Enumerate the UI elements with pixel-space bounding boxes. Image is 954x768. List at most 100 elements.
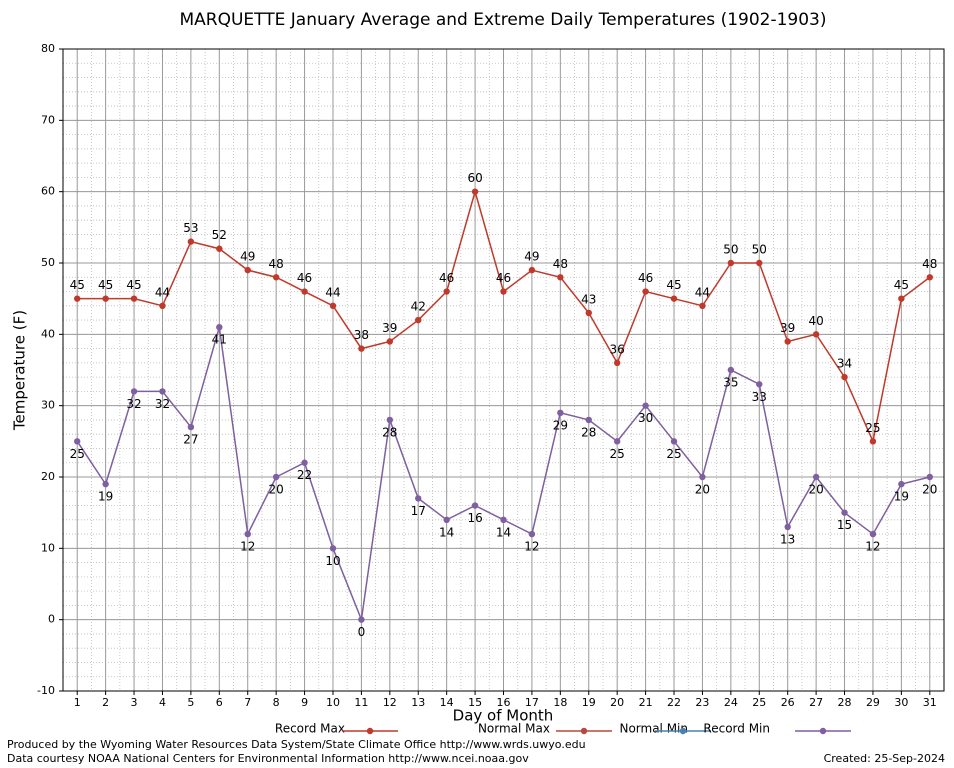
data-label: 49 <box>524 250 539 264</box>
x-tick-label: 21 <box>639 696 653 709</box>
data-label: 28 <box>382 425 397 439</box>
data-label: 0 <box>358 625 366 639</box>
x-tick-label: 18 <box>553 696 567 709</box>
data-label: 32 <box>126 397 141 411</box>
x-tick-label: 23 <box>695 696 709 709</box>
footer: Produced by the Wyoming Water Resources … <box>7 738 586 751</box>
legend-swatch <box>819 727 827 735</box>
point <box>727 366 735 374</box>
data-label: 38 <box>354 328 369 342</box>
data-label: 22 <box>297 468 312 482</box>
data-label: 14 <box>496 525 511 539</box>
x-tick-label: 2 <box>102 696 109 709</box>
data-label: 45 <box>126 278 141 292</box>
point <box>699 473 706 481</box>
point <box>699 302 706 309</box>
point <box>244 266 251 274</box>
data-label: 46 <box>496 271 511 285</box>
point <box>358 345 365 352</box>
x-tick-label: 16 <box>497 696 511 709</box>
x-tick-label: 29 <box>866 696 880 709</box>
x-tick-label: 27 <box>809 696 823 709</box>
data-label: 45 <box>98 278 113 292</box>
data-label: 50 <box>752 243 767 257</box>
point <box>585 416 592 424</box>
point <box>784 523 791 531</box>
x-tick-label: 22 <box>667 696 681 709</box>
data-label: 10 <box>325 554 340 568</box>
point <box>74 295 81 302</box>
point <box>812 473 820 481</box>
point <box>216 324 223 331</box>
data-label: 25 <box>610 447 625 461</box>
x-tick-label: 1 <box>74 696 81 709</box>
footer: Data courtesy NOAA National Centers for … <box>7 752 529 765</box>
point <box>102 480 109 488</box>
data-label: 17 <box>411 504 426 518</box>
point <box>528 530 536 538</box>
data-label: 34 <box>837 357 852 371</box>
data-label: 49 <box>240 250 255 264</box>
data-label: 14 <box>439 525 454 539</box>
point <box>613 359 621 367</box>
point <box>557 409 564 416</box>
data-label: 48 <box>553 257 568 271</box>
point <box>272 473 280 481</box>
point <box>358 616 365 623</box>
data-label: 19 <box>894 490 909 504</box>
data-label: 15 <box>837 518 852 532</box>
point <box>216 245 223 252</box>
data-label: 13 <box>780 532 795 546</box>
x-axis-label: Day of Month <box>453 707 554 725</box>
legend-swatch <box>366 727 374 735</box>
x-tick-label: 11 <box>354 696 368 709</box>
point <box>102 295 109 302</box>
data-label: 44 <box>695 285 710 299</box>
y-tick-label: 50 <box>41 256 55 269</box>
data-label: 48 <box>269 257 284 271</box>
point <box>329 545 337 552</box>
x-tick-label: 6 <box>216 696 223 709</box>
point <box>642 288 649 295</box>
legend-label: Record Min <box>703 722 770 736</box>
data-label: 45 <box>894 278 909 292</box>
point <box>869 438 877 445</box>
point <box>329 302 337 309</box>
point <box>130 388 138 395</box>
data-label: 35 <box>723 376 738 390</box>
data-label: 28 <box>581 425 596 439</box>
data-label: 30 <box>638 411 653 425</box>
point <box>386 338 394 345</box>
point <box>756 259 763 267</box>
point <box>443 288 450 295</box>
x-tick-label: 20 <box>610 696 624 709</box>
point <box>670 438 678 445</box>
point <box>415 495 422 502</box>
point <box>187 238 195 245</box>
data-label: 20 <box>808 483 823 497</box>
data-label: 12 <box>524 540 539 554</box>
data-label: 48 <box>922 257 937 271</box>
x-tick-label: 5 <box>187 696 194 709</box>
y-tick-label: 10 <box>41 541 55 554</box>
point <box>500 288 507 295</box>
point <box>670 295 678 302</box>
point <box>869 530 877 538</box>
point <box>130 295 138 302</box>
y-tick-label: 0 <box>48 613 55 626</box>
point <box>642 402 649 409</box>
x-tick-label: 4 <box>159 696 166 709</box>
data-label: 25 <box>70 447 85 461</box>
data-label: 46 <box>297 271 312 285</box>
x-tick-label: 24 <box>724 696 738 709</box>
data-label: 25 <box>865 421 880 435</box>
x-tick-label: 30 <box>894 696 908 709</box>
point <box>898 295 905 302</box>
point <box>471 502 479 509</box>
point <box>812 331 820 338</box>
point <box>756 381 763 388</box>
point <box>528 266 536 274</box>
data-label: 12 <box>240 540 255 554</box>
